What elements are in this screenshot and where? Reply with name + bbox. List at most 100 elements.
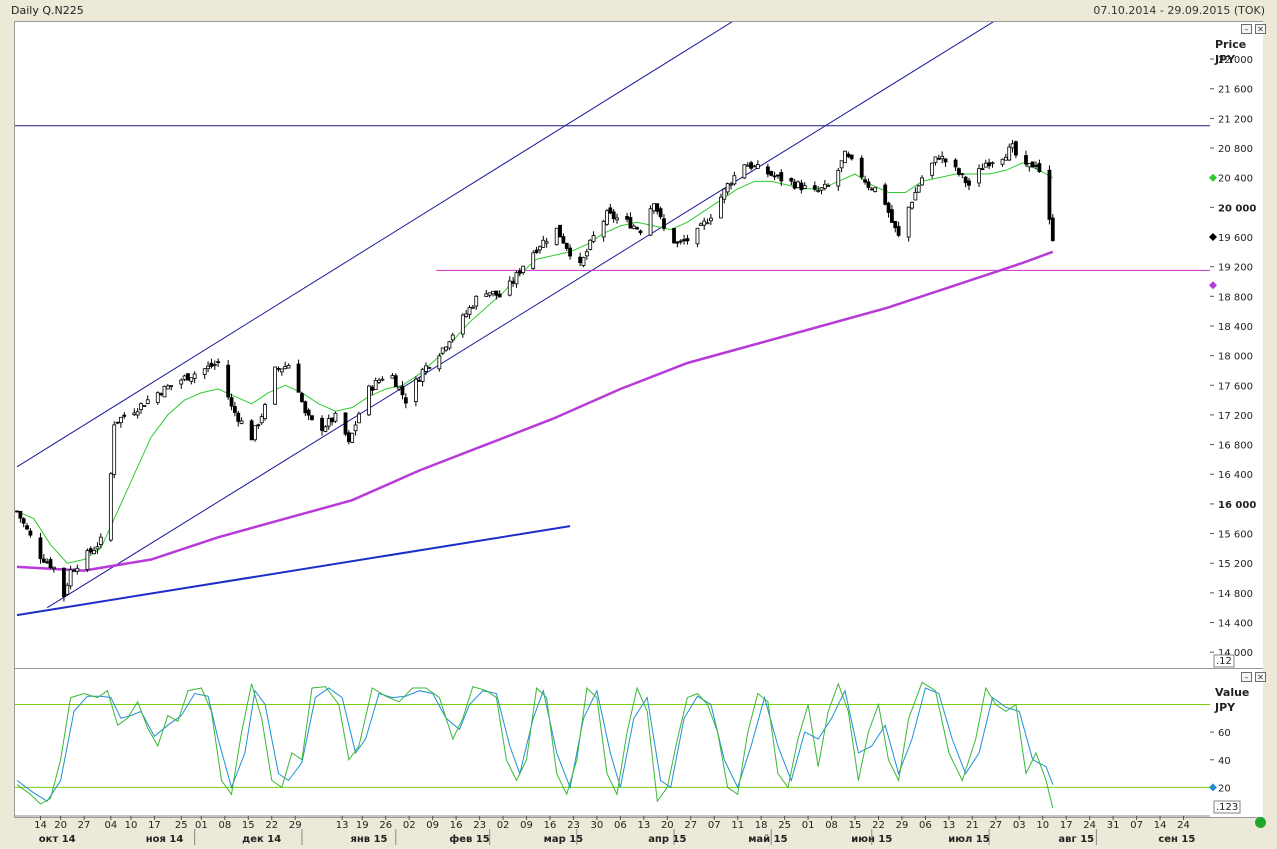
day-tick-label: 20	[661, 820, 674, 831]
candle-body	[655, 203, 660, 212]
candle	[45, 558, 50, 564]
day-tick-label: 11	[731, 820, 744, 831]
price-pane[interactable]	[14, 21, 1212, 670]
candle	[15, 510, 19, 513]
candle	[591, 231, 596, 244]
candle-body	[541, 239, 546, 248]
candle-body	[1014, 141, 1018, 156]
day-tick-label: 24	[1177, 820, 1190, 831]
osc-axis-title: Value	[1215, 686, 1250, 699]
candle-body	[601, 220, 606, 238]
candle-body	[960, 173, 965, 176]
candle	[38, 532, 43, 564]
osc-pane-minimize-button[interactable]: –	[1241, 672, 1252, 682]
candle-body	[866, 181, 871, 188]
candle-body	[377, 379, 381, 383]
candle	[816, 186, 821, 193]
day-tick-label: 25	[175, 820, 188, 831]
candle	[108, 472, 113, 542]
day-tick-label: 18	[755, 820, 768, 831]
candle	[652, 203, 656, 214]
candle	[159, 392, 164, 397]
candle-body	[863, 179, 867, 183]
price-tick-label: 22 000	[1218, 55, 1253, 66]
day-tick-label: 08	[825, 820, 838, 831]
candle	[119, 416, 123, 428]
candle-body	[1027, 163, 1032, 168]
candle	[370, 385, 375, 396]
candle-body	[424, 365, 428, 372]
candle-body	[98, 536, 103, 545]
candle-body	[51, 566, 56, 570]
candle	[662, 214, 666, 232]
candle	[202, 368, 207, 380]
candle	[343, 412, 348, 437]
candle-body	[370, 386, 375, 391]
candle	[25, 523, 29, 531]
candle	[658, 206, 663, 220]
candle-body	[745, 164, 750, 167]
candle	[822, 180, 827, 191]
candle	[420, 367, 425, 387]
osc-pane-close-button[interactable]: ✕	[1255, 672, 1266, 682]
candle-body	[933, 156, 938, 163]
candle-body	[608, 207, 613, 214]
oscillator-pane[interactable]	[14, 668, 1212, 818]
month-label: июл 15	[948, 834, 989, 845]
candle	[605, 209, 609, 226]
osc-axis-unit: JPY	[1215, 701, 1236, 714]
price-plot	[15, 22, 1210, 617]
candle	[963, 175, 968, 188]
candle	[132, 408, 137, 417]
price-tick-label: 20 000	[1218, 203, 1256, 214]
candle-body	[652, 203, 656, 212]
price-tick-label: 14 000	[1218, 648, 1253, 659]
candle	[930, 162, 935, 179]
candle-body	[611, 211, 616, 220]
candle-body	[88, 548, 93, 553]
candle-body	[350, 432, 355, 443]
candle	[122, 412, 127, 419]
candle	[648, 205, 653, 236]
day-tick-label: 15	[242, 820, 255, 831]
candle	[916, 184, 921, 193]
candle	[464, 309, 469, 318]
chart-title: Daily Q.N225	[11, 4, 84, 17]
channel-lower-line	[46, 22, 994, 609]
candle	[390, 373, 395, 379]
price-pane-minimize-button[interactable]: –	[1241, 24, 1252, 34]
candle	[826, 183, 831, 187]
oscillator-axis[interactable]	[1211, 668, 1263, 818]
candle	[611, 208, 616, 223]
day-tick-label: 07	[708, 820, 721, 831]
candle	[380, 376, 385, 382]
candle	[487, 292, 492, 298]
candle-body	[846, 153, 851, 157]
candle-body	[320, 417, 324, 431]
candle-body	[816, 190, 821, 192]
month-label: ноя 14	[146, 834, 184, 845]
candle-body	[212, 364, 217, 366]
candle-body	[414, 378, 418, 402]
candle	[910, 201, 914, 210]
candle	[708, 213, 713, 225]
candle-body	[990, 162, 995, 165]
candle	[631, 224, 636, 230]
price-pane-close-button[interactable]: ✕	[1255, 24, 1266, 34]
candle	[1014, 140, 1018, 159]
candle-body	[819, 187, 824, 191]
candle-body	[561, 236, 566, 244]
day-tick-label: 01	[195, 820, 208, 831]
date-range: 07.10.2014 - 29.09.2015 (TOK)	[1093, 4, 1265, 17]
osc-value-box-label: .123	[1216, 802, 1238, 813]
candle-body	[303, 401, 308, 414]
candle-body	[873, 187, 878, 192]
candle	[859, 155, 864, 180]
candle-body	[467, 307, 472, 315]
day-tick-label: 06	[614, 820, 627, 831]
price-axis[interactable]	[1211, 21, 1263, 670]
candle-body	[256, 424, 261, 427]
candle	[75, 564, 80, 575]
candle	[987, 158, 992, 170]
candle-body	[916, 185, 921, 193]
